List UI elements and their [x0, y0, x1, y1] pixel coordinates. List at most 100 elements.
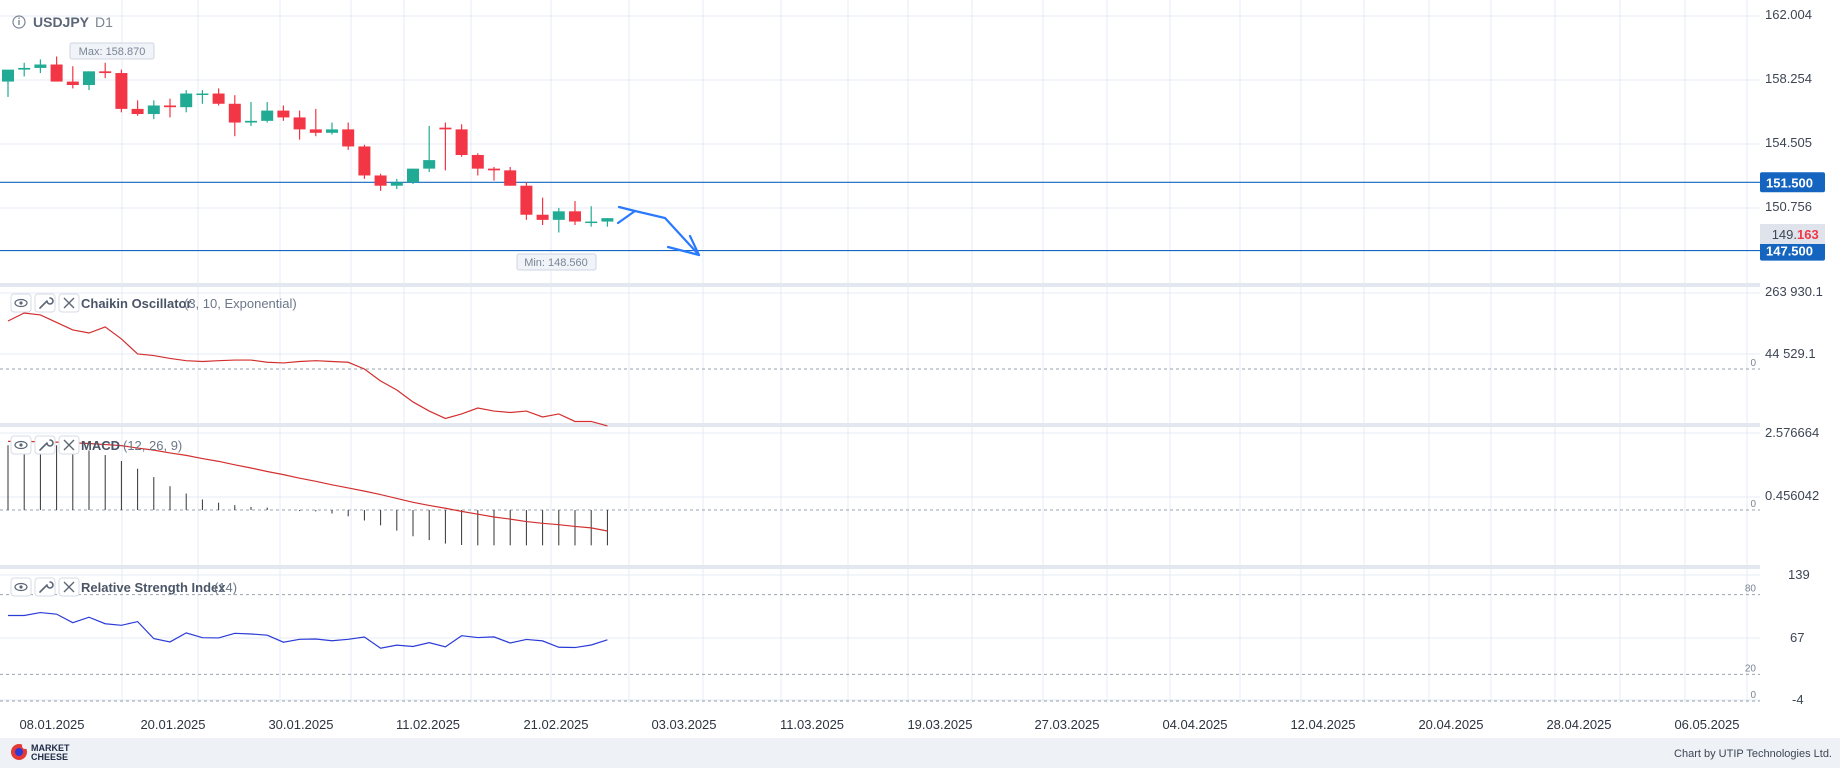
- axis-tick-label: -4: [1792, 692, 1804, 707]
- candle: [374, 173, 387, 191]
- pane-separator[interactable]: [0, 283, 1760, 287]
- candle: [390, 178, 403, 190]
- axis-tick-label: 2.576664: [1765, 425, 1819, 440]
- eye-icon: [14, 440, 28, 450]
- candle-body: [504, 170, 517, 186]
- axis-tick-label: 158.254: [1765, 71, 1812, 86]
- price-axis[interactable]: 162.004 158.254 154.505 150.756 263 930.1 44 …: [1745, 7, 1823, 707]
- candle: [520, 182, 533, 220]
- level-tag-label: 151.500: [1766, 175, 1813, 190]
- candle-body: [261, 110, 274, 121]
- candle-body: [358, 146, 371, 176]
- candle-body: [99, 71, 112, 74]
- axis-tick-label: 154.505: [1765, 135, 1812, 150]
- candle: [34, 59, 47, 74]
- candle: [585, 206, 598, 227]
- pane-separator[interactable]: [0, 423, 1760, 427]
- candle-body: [2, 69, 14, 82]
- pane-separator[interactable]: [0, 565, 1760, 569]
- candle-body: [277, 110, 290, 118]
- candle: [601, 218, 614, 227]
- candle: [50, 61, 63, 82]
- candle-body: [180, 93, 193, 108]
- date-tick-label: 20.04.2025: [1418, 717, 1483, 732]
- candle: [261, 102, 274, 123]
- close-icon: [63, 439, 75, 451]
- date-tick-label: 20.01.2025: [140, 717, 205, 732]
- candle: [147, 100, 160, 120]
- max-label: Max: 158.870: [69, 42, 155, 60]
- candle-body: [342, 129, 355, 147]
- min-label-text: Min: 148.560: [524, 257, 588, 269]
- candle: [358, 144, 371, 179]
- candle-body: [455, 129, 468, 155]
- indicator-params: (14): [214, 580, 237, 595]
- level-label: 0: [1750, 690, 1756, 701]
- candle-body: [309, 129, 322, 133]
- candle: [66, 66, 79, 89]
- level-label: 20: [1745, 663, 1757, 674]
- candle: [504, 166, 517, 186]
- macd-series: [7, 440, 608, 546]
- candle-body: [552, 211, 565, 220]
- candle-body: [66, 81, 79, 85]
- candle: [99, 62, 112, 79]
- current-price-main: 149.: [1772, 227, 1797, 242]
- date-tick-label: 12.04.2025: [1290, 717, 1355, 732]
- date-tick-label: 11.03.2025: [780, 717, 844, 732]
- market-cheese-logo: MARKET CHEESE: [11, 743, 70, 762]
- candle: [115, 69, 128, 113]
- candle-body: [115, 73, 128, 109]
- date-axis[interactable]: 08.01.2025 20.01.2025 30.01.2025 11.02.2025…: [19, 717, 1739, 732]
- candle-body: [390, 182, 403, 186]
- info-icon[interactable]: [12, 15, 26, 29]
- footer-bar: [0, 738, 1840, 768]
- eye-icon: [14, 582, 28, 592]
- candle: [196, 90, 209, 104]
- date-tick-label: 30.01.2025: [268, 717, 333, 732]
- logo-line1: MARKET: [31, 743, 70, 753]
- chart-grid: [0, 0, 1760, 703]
- indicator-params: (12, 26, 9): [123, 438, 182, 453]
- axis-tick-label: 139: [1788, 567, 1810, 582]
- candle-body: [520, 185, 533, 215]
- candle-body: [471, 154, 484, 169]
- candle: [326, 122, 338, 135]
- candle-body: [601, 218, 614, 222]
- candle-body: [569, 211, 581, 222]
- candle-body: [439, 127, 452, 130]
- level-tag-label: 147.500: [1766, 244, 1813, 259]
- date-tick-label: 11.02.2025: [396, 717, 460, 732]
- macd-header: MACD (12, 26, 9): [10, 435, 182, 455]
- level-tag: [1760, 240, 1825, 261]
- candle-body: [407, 168, 419, 183]
- candle-body: [212, 93, 225, 104]
- close-icon: [63, 581, 75, 593]
- candle: [212, 88, 225, 106]
- rsi-header: Relative Strength Index (14): [10, 577, 237, 597]
- candle-body: [536, 214, 549, 220]
- date-tick-label: 03.03.2025: [651, 717, 716, 732]
- forecast-arrow[interactable]: [616, 205, 701, 257]
- level-label: 0: [1750, 499, 1756, 510]
- date-tick-label: 04.04.2025: [1162, 717, 1227, 732]
- wrench-icon: [39, 581, 54, 593]
- timeframe-label: D1: [95, 14, 113, 30]
- candle: [552, 207, 565, 233]
- candle: [293, 110, 306, 140]
- candle-body: [374, 175, 387, 186]
- candle: [131, 100, 144, 116]
- date-tick-label: 28.04.2025: [1546, 717, 1611, 732]
- date-tick-label: 21.02.2025: [523, 717, 588, 732]
- axis-tick-label: 67: [1790, 630, 1804, 645]
- chaikin-polyline: [7, 312, 608, 427]
- candle: [309, 108, 322, 137]
- candle-body: [488, 168, 500, 171]
- axis-tick-label: 263 930.1: [1765, 284, 1823, 299]
- candle-body: [585, 221, 598, 224]
- candle: [18, 62, 31, 77]
- macd-signal-line: [8, 440, 608, 532]
- eye-icon: [14, 298, 28, 308]
- logo-line2: CHEESE: [31, 752, 68, 762]
- current-price-tag: 149. 163: [1760, 224, 1825, 244]
